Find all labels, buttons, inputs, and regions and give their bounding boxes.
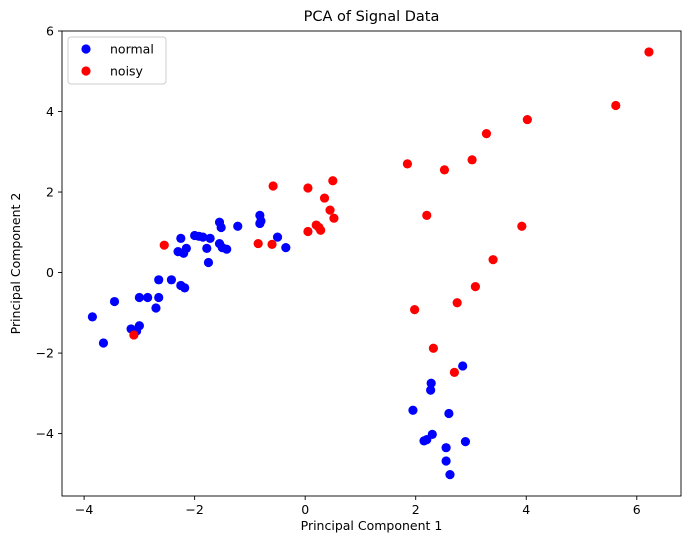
point-normal-16 [180, 283, 190, 293]
point-noisy-10 [319, 193, 330, 203]
point-noisy-15 [410, 305, 420, 315]
x-tick-label-1: −2 [185, 502, 203, 517]
point-normal-38 [427, 429, 437, 439]
point-noisy-12 [328, 176, 338, 186]
point-noisy-11 [325, 205, 335, 215]
point-normal-43 [445, 470, 455, 480]
point-noisy-21 [467, 155, 477, 165]
point-noisy-28 [644, 47, 654, 57]
x-tick-label-2: 0 [301, 502, 309, 517]
point-noisy-20 [452, 298, 462, 308]
point-normal-8 [151, 303, 161, 313]
point-normal-17 [181, 243, 191, 253]
point-noisy-0 [129, 330, 139, 340]
point-noisy-5 [303, 183, 313, 193]
x-axis-label: Principal Component 1 [301, 518, 443, 533]
point-noisy-27 [611, 100, 621, 111]
point-normal-28 [222, 244, 232, 254]
plot-area [61, 30, 682, 497]
x-tick-label-4: 4 [522, 502, 530, 517]
point-normal-2 [109, 296, 120, 307]
point-normal-26 [216, 222, 226, 233]
y-tick-label-4: 4 [46, 104, 54, 119]
point-normal-29 [233, 221, 243, 231]
point-normal-42 [441, 456, 451, 466]
legend-marker-normal [81, 44, 91, 54]
point-normal-46 [460, 437, 471, 447]
point-normal-11 [166, 275, 177, 285]
x-tick-label-3: 2 [412, 502, 420, 517]
y-axis-label: Principal Component 2 [8, 193, 23, 335]
legend-box [67, 36, 167, 85]
point-noisy-14 [402, 159, 413, 169]
legend-label-normal: normal [110, 42, 154, 57]
point-normal-45 [458, 361, 468, 371]
y-tick-label-0: −4 [36, 426, 54, 441]
point-noisy-13 [329, 213, 339, 223]
plot-frame [61, 30, 682, 497]
point-noisy-16 [422, 210, 432, 220]
y-tick-label-5: 6 [46, 24, 54, 39]
point-noisy-3 [267, 239, 277, 249]
point-normal-39 [426, 385, 436, 395]
point-noisy-23 [481, 129, 492, 139]
point-normal-40 [426, 378, 436, 388]
point-normal-7 [143, 292, 153, 303]
point-noisy-2 [253, 238, 263, 249]
point-normal-41 [441, 443, 451, 453]
legend: normal noisy [67, 36, 167, 85]
x-tick-label-5: 6 [633, 502, 641, 517]
point-normal-23 [205, 233, 215, 243]
point-normal-32 [256, 216, 266, 226]
point-normal-5 [134, 321, 144, 331]
point-normal-20 [198, 232, 208, 242]
point-noisy-1 [159, 240, 169, 250]
y-tick-label-2: 0 [46, 265, 54, 280]
point-normal-22 [203, 257, 214, 268]
point-noisy-17 [428, 343, 438, 353]
y-tick-label-3: 2 [46, 185, 54, 200]
point-noisy-9 [316, 225, 326, 235]
point-noisy-25 [517, 221, 527, 231]
point-noisy-18 [439, 165, 450, 175]
point-normal-44 [444, 408, 454, 419]
point-normal-21 [202, 243, 212, 253]
point-normal-9 [154, 292, 164, 303]
point-noisy-4 [268, 181, 278, 191]
legend-marker-noisy [81, 66, 91, 76]
legend-label-noisy: noisy [110, 64, 144, 79]
point-normal-35 [408, 405, 418, 415]
point-noisy-26 [522, 114, 532, 125]
point-noisy-22 [470, 282, 480, 292]
point-normal-6 [134, 292, 144, 303]
y-tick-label-1: −2 [36, 346, 54, 361]
point-noisy-6 [303, 226, 313, 237]
point-normal-14 [176, 233, 186, 243]
point-noisy-24 [488, 255, 498, 265]
point-normal-0 [87, 312, 97, 322]
point-normal-1 [98, 338, 109, 348]
x-tick-label-0: −4 [75, 502, 93, 517]
point-normal-33 [272, 232, 283, 242]
point-normal-10 [154, 275, 164, 285]
point-normal-34 [281, 243, 291, 253]
point-noisy-19 [449, 367, 459, 377]
chart-title: PCA of Signal Data [304, 9, 440, 25]
